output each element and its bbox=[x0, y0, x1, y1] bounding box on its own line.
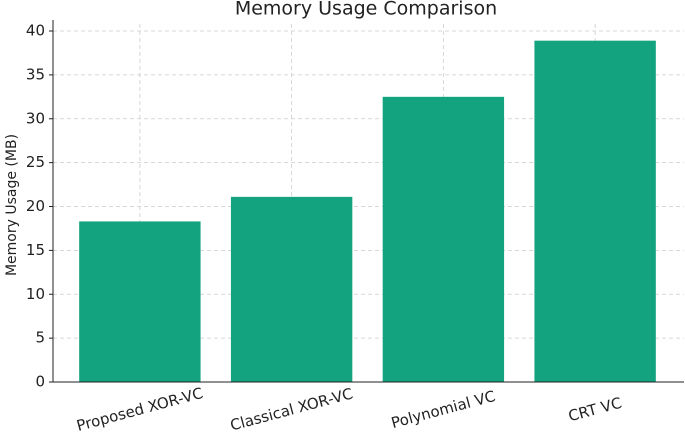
y-tick-label: 20 bbox=[26, 197, 45, 215]
y-tick-label: 5 bbox=[35, 329, 45, 347]
x-tick-label: Classical XOR-VC bbox=[228, 384, 355, 434]
x-tick-label: CRT VC bbox=[566, 394, 623, 425]
bar bbox=[79, 221, 201, 382]
chart-title: Memory Usage Comparison bbox=[235, 0, 497, 20]
bar bbox=[534, 40, 656, 382]
bar bbox=[230, 196, 353, 382]
y-tick-label: 30 bbox=[26, 109, 45, 127]
bar bbox=[382, 96, 505, 382]
y-tick-label: 15 bbox=[26, 241, 45, 259]
x-tick-label: Polynomial VC bbox=[389, 387, 497, 432]
y-tick-label: 25 bbox=[26, 153, 45, 171]
y-tick-label: 35 bbox=[26, 65, 45, 83]
x-tick-label: Proposed XOR-VC bbox=[75, 384, 205, 434]
y-tick-label: 0 bbox=[35, 373, 45, 391]
y-tick-label: 40 bbox=[26, 22, 45, 40]
y-tick-label: 10 bbox=[26, 285, 45, 303]
y-axis-label: Memory Usage (MB) bbox=[4, 134, 20, 276]
